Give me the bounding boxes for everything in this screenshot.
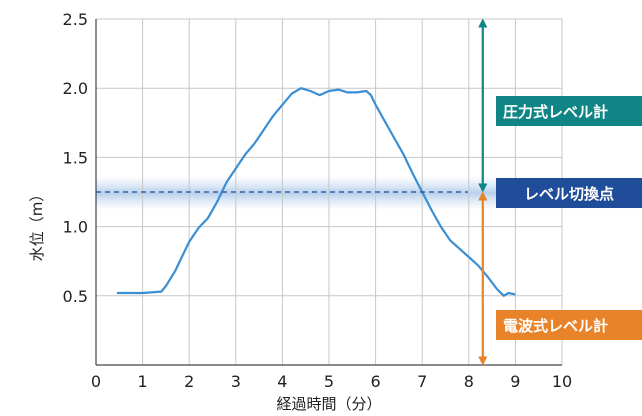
x-tick-label: 2 [184,372,194,391]
y-tick-label: 2.0 [63,79,88,98]
y-tick-label: 0.5 [63,287,88,306]
switch-label: レベル切換点 [524,185,614,203]
x-tick-label: 8 [464,372,474,391]
x-axis-label: 経過時間（分） [276,395,381,413]
x-tick-label: 4 [277,372,287,391]
y-tick-label: 1.0 [63,218,88,237]
radar-label: 電波式レベル計 [503,317,608,335]
x-tick-label: 1 [138,372,148,391]
x-tick-labels: 0 1 2 3 4 5 6 7 8 9 10 [91,372,572,391]
pressure-label: 圧力式レベル計 [503,103,608,121]
radar-label-box [496,310,642,340]
y-tick-label: 1.5 [63,148,88,167]
x-tick-label: 3 [231,372,241,391]
water-level-line [117,87,516,297]
x-tick-label: 0 [91,372,101,391]
switch-label-box [496,178,642,208]
pressure-label-box [496,96,642,126]
x-tick-label: 10 [552,372,572,391]
y-axis-label: 水位（m） [28,187,46,262]
x-tick-label: 6 [371,372,381,391]
y-tick-labels: 0.5 1.0 1.5 2.0 2.5 [63,10,88,306]
x-tick-label: 5 [324,372,334,391]
x-tick-label: 9 [510,372,520,391]
series-layer [117,87,516,297]
y-tick-label: 2.5 [63,10,88,29]
x-tick-label: 7 [417,372,427,391]
